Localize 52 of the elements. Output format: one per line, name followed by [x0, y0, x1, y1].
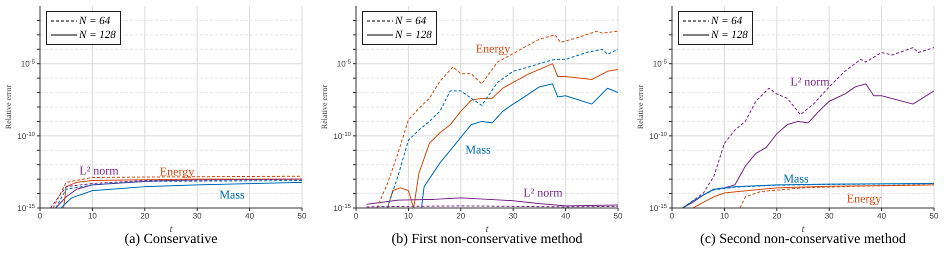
- legend-label: N = 128: [395, 29, 432, 41]
- annotation: Mass: [465, 142, 491, 158]
- x-tick-label: 50: [298, 212, 307, 221]
- x-tick-label: 40: [245, 212, 255, 221]
- y-tick-label: 10$^{-5}$: [336, 58, 352, 69]
- x-tick-label: 0: [354, 212, 359, 221]
- x-tick-label: 30: [824, 212, 834, 221]
- y-axis-title: Relative error: [4, 84, 13, 130]
- y-tick-label: 10$^{-15}$: [649, 203, 668, 213]
- y-tick-label: 10$^{-10}$: [649, 130, 668, 141]
- annotation: Mass: [783, 172, 809, 186]
- x-axis-title: t: [802, 224, 805, 235]
- y-tick-label: 10$^{-15}$: [17, 203, 36, 213]
- annotation: L² norm: [790, 74, 830, 90]
- y-tick-label: 10$^{-10}$: [333, 130, 352, 141]
- x-axis-title: t: [170, 224, 173, 235]
- text: (c) Second non-conservative method: [699, 232, 907, 248]
- x-axis-title: t: [486, 224, 489, 235]
- y-tick-label: 10$^{-10}$: [17, 130, 36, 141]
- y-tick-label: 10$^{-15}$: [333, 203, 352, 213]
- text: (b) First non-conservative method: [390, 232, 584, 248]
- line-series: [421, 83, 618, 208]
- x-tick-label: 20: [140, 212, 150, 221]
- x-tick-label: 30: [192, 212, 202, 221]
- annotation: Energy: [160, 164, 194, 180]
- x-tick-label: 0: [670, 212, 675, 221]
- x-tick-label: 10: [404, 212, 414, 221]
- x-tick-label: 30: [508, 212, 518, 221]
- annotation: L² norm: [523, 186, 563, 200]
- legend-label: N = 64: [395, 15, 426, 27]
- annotation: Mass: [219, 188, 245, 202]
- x-tick-label: 40: [877, 212, 887, 221]
- x-tick-label: 10: [88, 212, 98, 221]
- y-axis-title: Relative error: [636, 84, 645, 130]
- legend-label: N = 128: [711, 29, 748, 41]
- text: (a) Conservative: [124, 232, 218, 248]
- x-tick-label: 50: [930, 212, 939, 221]
- x-tick-label: 50: [614, 212, 623, 221]
- x-tick-label: 40: [561, 212, 571, 221]
- y-tick-label: 10$^{-5}$: [652, 58, 668, 69]
- y-tick-label: 10$^{-5}$: [20, 58, 36, 69]
- legend-label: N = 64: [711, 15, 742, 27]
- x-tick-label: 10: [720, 212, 730, 221]
- legend-label: N = 64: [79, 15, 110, 27]
- annotation: Energy: [846, 192, 882, 206]
- annotation: Energy: [476, 42, 510, 56]
- legend-label: N = 128: [79, 29, 116, 41]
- x-tick-label: 20: [456, 212, 466, 221]
- y-axis-title: Relative error: [320, 84, 329, 130]
- x-tick-label: 0: [38, 212, 43, 221]
- annotation: L² norm: [79, 164, 119, 178]
- x-tick-label: 20: [772, 212, 782, 221]
